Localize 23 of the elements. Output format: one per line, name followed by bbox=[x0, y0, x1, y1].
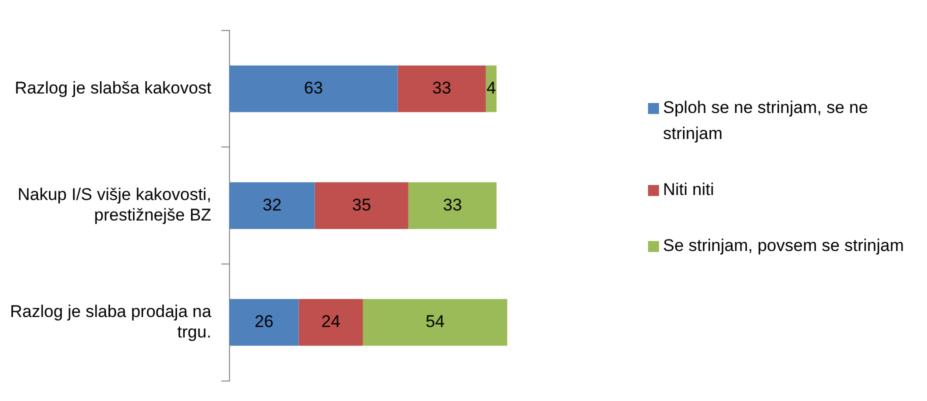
data-label: 24 bbox=[321, 312, 340, 332]
legend-label: Niti niti bbox=[663, 179, 714, 201]
data-label: 26 bbox=[254, 312, 274, 332]
data-label: 63 bbox=[304, 78, 323, 98]
bar bbox=[298, 299, 363, 346]
bar bbox=[408, 182, 497, 229]
data-label: 33 bbox=[432, 78, 452, 98]
data-label: 4 bbox=[486, 78, 496, 98]
y-tick-label: Razlog je slaba prodaja na trgu. bbox=[10, 302, 212, 342]
y-tick-label: Nakup I/S višje kakovosti, prestižnejše BZ bbox=[18, 185, 212, 224]
bar bbox=[314, 182, 408, 229]
bar bbox=[229, 299, 299, 346]
bar bbox=[229, 65, 398, 112]
data-label: 54 bbox=[426, 312, 445, 332]
bar bbox=[229, 182, 315, 229]
data-label: 33 bbox=[442, 195, 462, 214]
legend-label: Se strinjam, povsem se strinjam bbox=[663, 235, 904, 257]
bar bbox=[398, 65, 486, 112]
data-label: 32 bbox=[262, 195, 282, 214]
legend-label: Sploh se ne strinjam, se ne strinjam bbox=[663, 97, 870, 145]
bar bbox=[362, 299, 508, 346]
data-label: 35 bbox=[352, 195, 372, 214]
y-tick-label: Razlog je slabša kakovost bbox=[14, 78, 212, 98]
